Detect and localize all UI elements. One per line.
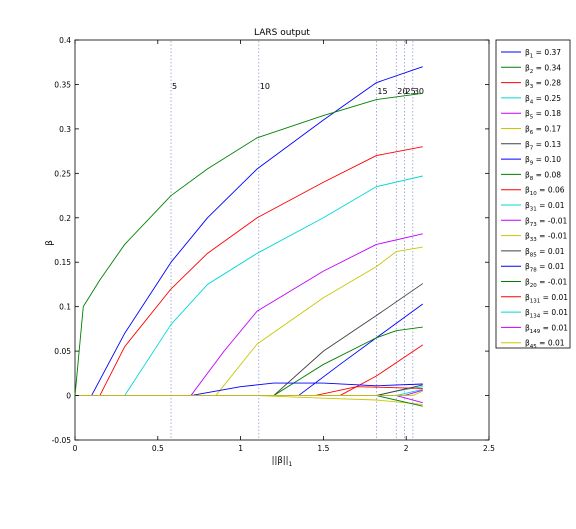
legend-item: β20 = -0.01: [501, 278, 567, 290]
legend-item: β85 = 0.01: [501, 247, 565, 259]
legend-label: β9 = 0.10: [525, 155, 561, 167]
legend-item: β10 = 0.06: [501, 186, 565, 198]
step-marker-label: 5: [172, 82, 177, 91]
legend-label: β73 = -0.01: [525, 216, 567, 228]
legend-label: β3 = 0.28: [525, 79, 561, 91]
legend-item: β9 = 0.10: [501, 155, 561, 167]
y-tick-label: 0.25: [54, 169, 71, 178]
y-tick-label: 0.1: [59, 303, 71, 312]
x-tick-label: 1.5: [317, 444, 329, 453]
step-marker-label: 30: [414, 87, 424, 96]
step-marker-label: 25: [406, 87, 416, 96]
legend-item: β8 = 0.08: [501, 170, 561, 182]
series-line-beta-1: [75, 66, 423, 397]
legend: β1 = 0.37 β2 = 0.34 β3 = 0.28 β4 = 0.25 β5 =…: [495, 39, 571, 351]
legend-label: β134 = 0.01: [525, 308, 568, 320]
y-axis-ticks: -0.05 0 0.05 0.1 0.15 0.2 0.25 0.3 0.35 0.4: [52, 36, 489, 445]
legend-item: β149 = 0.01: [501, 323, 568, 335]
legend-label: β33 = -0.01: [525, 232, 567, 244]
legend-label: β8 = 0.08: [525, 170, 561, 182]
legend-item: β7 = 0.13: [501, 140, 561, 152]
y-axis-label: β: [45, 240, 55, 246]
legend-item: β33 = -0.01: [501, 232, 567, 244]
y-tick-label: 0.05: [54, 347, 71, 356]
y-tick-label: 0.3: [59, 125, 71, 134]
legend-label: β45 = 0.01: [525, 339, 565, 351]
legend-label: β78 = 0.01: [525, 262, 565, 274]
legend-label: β31 = 0.01: [525, 201, 565, 213]
x-tick-label: 0: [73, 444, 78, 453]
legend-item: β6 = 0.17: [501, 125, 561, 137]
chart-title: LARS output: [254, 28, 310, 38]
step-marker-label: 20: [397, 87, 407, 96]
legend-item: β4 = 0.25: [501, 94, 561, 106]
series-lines: [74, 66, 424, 407]
y-tick-label: 0.4: [59, 36, 71, 45]
y-tick-label: 0: [66, 392, 71, 401]
legend-label: β7 = 0.13: [525, 140, 561, 152]
legend-label: β4 = 0.25: [525, 94, 561, 106]
legend-item: β131 = 0.01: [501, 293, 568, 305]
legend-label: β20 = -0.01: [525, 278, 567, 290]
y-tick-label: 0.15: [54, 258, 71, 267]
legend-item: β3 = 0.28: [501, 79, 561, 91]
legend-item: β73 = -0.01: [501, 216, 567, 228]
series-line-beta-3: [75, 146, 423, 397]
y-tick-label: 0.35: [54, 80, 71, 89]
series-line-beta-2: [74, 92, 423, 396]
y-tick-label: -0.05: [52, 436, 72, 445]
legend-label: β10 = 0.06: [525, 186, 565, 198]
legend-label: β149 = 0.01: [525, 323, 568, 335]
legend-item: β31 = 0.01: [501, 201, 565, 213]
x-tick-label: 2.5: [483, 444, 495, 453]
x-axis-ticks: 0 0.5 1 1.5 2 2.5: [73, 40, 495, 453]
legend-label: β1 = 0.37: [525, 48, 561, 60]
legend-label: β85 = 0.01: [525, 247, 565, 259]
legend-label: β131 = 0.01: [525, 293, 568, 305]
series-line-beta-4: [75, 175, 423, 397]
legend-item: β78 = 0.01: [501, 262, 565, 274]
step-marker-label: 10: [260, 82, 270, 91]
x-axis-label: ||β||1: [272, 456, 293, 468]
legend-item: β134 = 0.01: [501, 308, 568, 320]
legend-item: β2 = 0.34: [501, 63, 561, 75]
legend-label: β5 = 0.18: [525, 109, 561, 121]
y-tick-label: 0.2: [59, 214, 71, 223]
x-tick-label: 2: [404, 444, 409, 453]
legend-item: β1 = 0.37: [501, 48, 561, 60]
x-tick-label: 0.5: [152, 444, 164, 453]
legend-item: β5 = 0.18: [501, 109, 561, 121]
legend-label: β6 = 0.17: [525, 125, 561, 137]
legend-label: β2 = 0.34: [525, 63, 561, 75]
series-line-beta-45: [75, 390, 423, 397]
step-marker-label: 15: [377, 87, 387, 96]
x-tick-label: 1: [238, 444, 243, 453]
legend-item: β45 = 0.01: [501, 339, 565, 351]
